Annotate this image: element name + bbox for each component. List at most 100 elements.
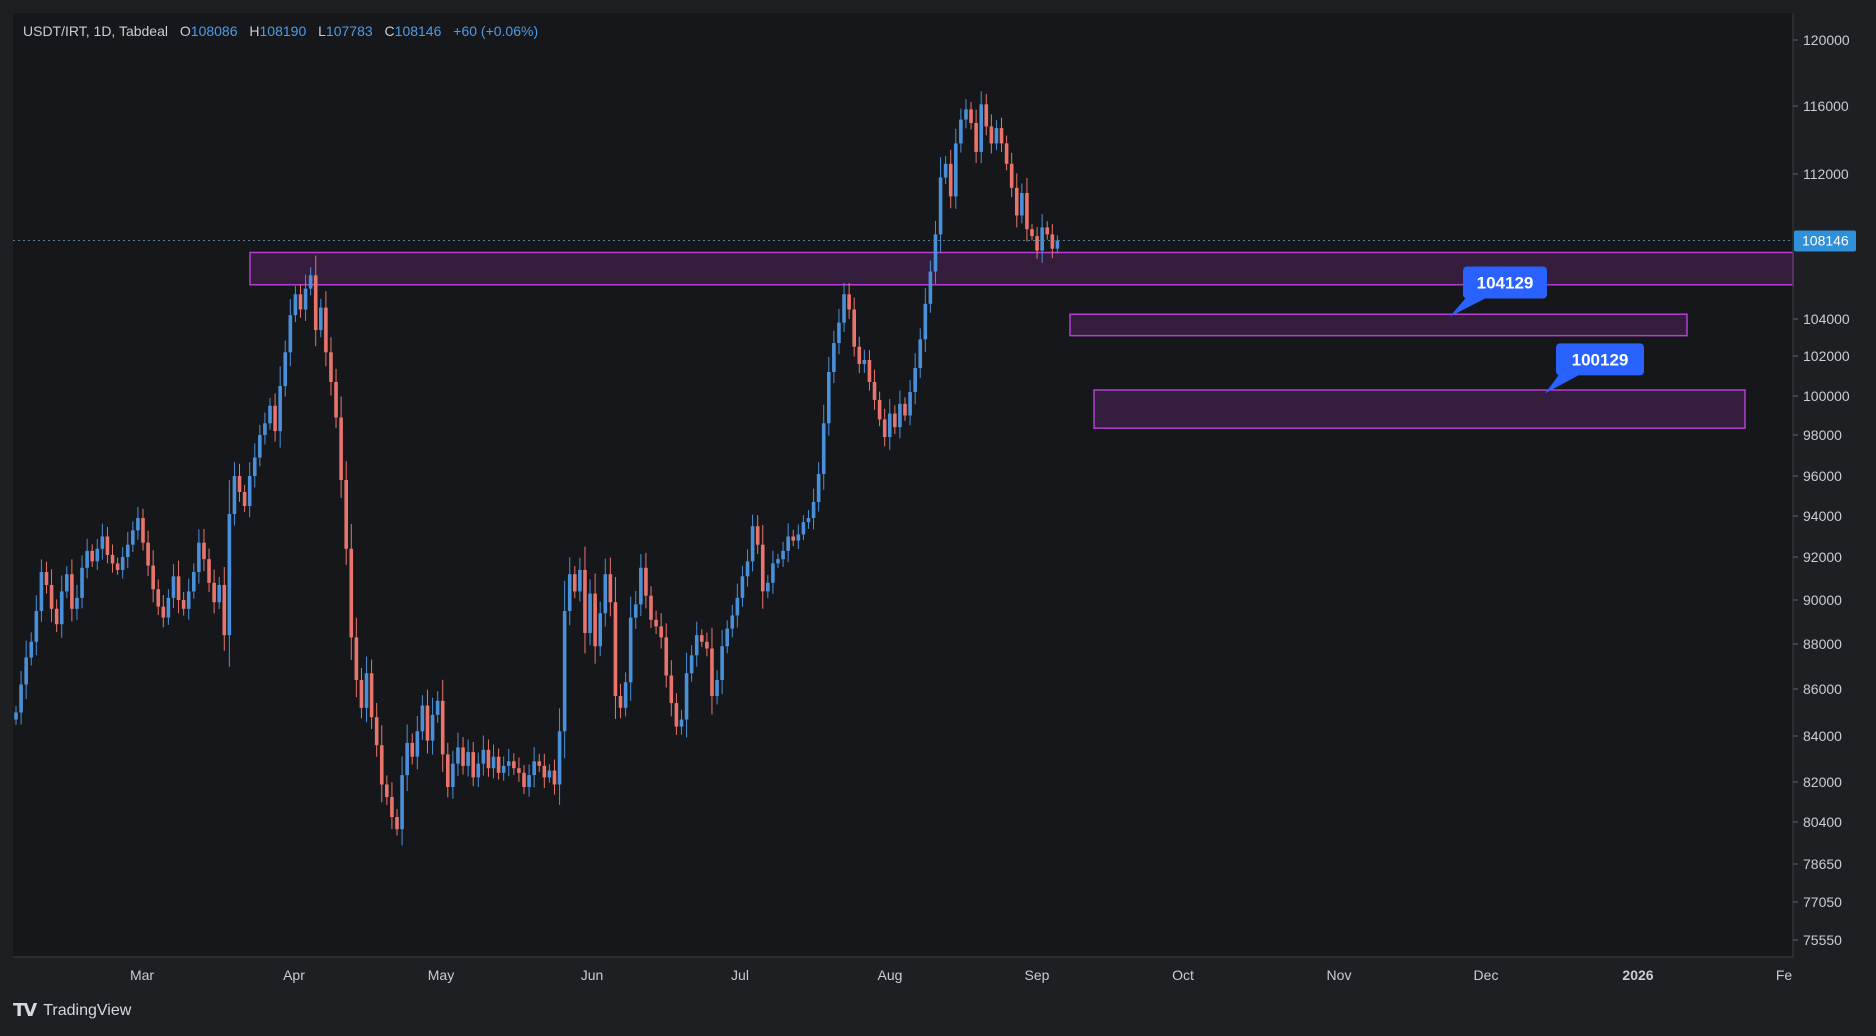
candle-body [933, 234, 938, 272]
candle [278, 366, 282, 448]
close-value: 108146 [394, 23, 442, 39]
candle [156, 579, 161, 615]
candle-body [923, 303, 928, 340]
candle-body [227, 514, 232, 636]
candle-body [491, 756, 496, 769]
candle-body [288, 315, 293, 353]
candle [410, 733, 415, 765]
candle-body [842, 294, 846, 323]
candle [679, 709, 684, 735]
candle-body [176, 576, 181, 600]
y-tick-label: 86000 [1803, 681, 1842, 697]
candle [161, 595, 166, 628]
candle [857, 336, 862, 374]
tradingview-logo-icon: TV [13, 1000, 37, 1021]
callout-pointer [1450, 296, 1489, 317]
candle-body [263, 423, 267, 435]
candle [552, 759, 557, 795]
y-tick-label: 120000 [1803, 32, 1850, 48]
candle [476, 752, 481, 787]
candle-body [908, 392, 912, 416]
candle [821, 404, 826, 490]
candle [303, 274, 308, 321]
candle-body [537, 761, 542, 766]
callout-label: 100129 [1572, 350, 1629, 369]
candle-body [593, 593, 597, 647]
candle [994, 120, 999, 151]
x-tick-label: Sep [1025, 967, 1050, 983]
candle-body [273, 405, 277, 432]
y-tick-label: 82000 [1803, 774, 1842, 790]
candle [567, 557, 572, 626]
candle-body [39, 572, 44, 611]
candle [903, 397, 907, 421]
brand-name: TradingView [43, 1001, 132, 1019]
x-tick-label: Mar [130, 967, 154, 983]
candle-body [237, 476, 242, 492]
candle-body [329, 352, 333, 382]
candle [1055, 235, 1060, 254]
candle [268, 397, 272, 430]
candle-body [984, 104, 989, 127]
zone-2 [1069, 313, 1688, 337]
x-tick-label: Nov [1327, 967, 1352, 983]
candle [887, 398, 892, 450]
candle-body [161, 606, 166, 618]
y-tick-label: 94000 [1803, 508, 1842, 524]
candle-body [29, 641, 34, 658]
candle-body [882, 419, 887, 438]
candle-body [913, 368, 917, 392]
candle-body [557, 731, 562, 785]
candle-body [964, 109, 968, 120]
candle [725, 620, 729, 654]
candle-body [334, 382, 338, 418]
candle-body [131, 530, 135, 545]
candle [1025, 178, 1029, 242]
candle-body [451, 763, 455, 787]
candle-body [486, 749, 491, 769]
candle-body [85, 550, 89, 568]
candle-body [110, 554, 115, 564]
candle [212, 569, 216, 614]
candle-body [547, 770, 552, 778]
candle-body [308, 275, 313, 289]
x-tick-label: May [428, 967, 454, 983]
candle [379, 725, 384, 803]
candle [288, 299, 293, 367]
candle-body [867, 360, 872, 382]
candle [755, 515, 760, 554]
footer-branding[interactable]: TV TradingView [13, 1000, 131, 1021]
candle-body [192, 572, 196, 592]
plot-area[interactable] [13, 13, 1793, 957]
candle [735, 583, 740, 628]
close-key: C [384, 23, 395, 39]
candle-body [943, 163, 948, 178]
candle-body [115, 563, 120, 570]
candle-body [730, 615, 735, 629]
y-tick-label: 96000 [1803, 468, 1842, 484]
candle [705, 632, 709, 657]
candle [984, 94, 989, 136]
candle [90, 544, 94, 567]
candle [146, 530, 150, 577]
candle-body [527, 775, 531, 787]
candle-body [14, 712, 18, 720]
candle-body [359, 680, 364, 708]
candle [771, 550, 775, 594]
candle [451, 750, 455, 799]
candle-body [811, 502, 816, 519]
candle-body [720, 646, 724, 680]
candle [959, 108, 963, 153]
candle [425, 689, 430, 754]
candle-body [49, 584, 54, 609]
candle-body [755, 526, 760, 545]
candle-body [344, 480, 348, 549]
candle [964, 99, 968, 129]
candle-body [461, 747, 465, 766]
candle [517, 757, 521, 782]
candle [1035, 227, 1039, 259]
candle [745, 549, 750, 587]
candle-body [207, 559, 211, 583]
candle-body [898, 403, 902, 428]
